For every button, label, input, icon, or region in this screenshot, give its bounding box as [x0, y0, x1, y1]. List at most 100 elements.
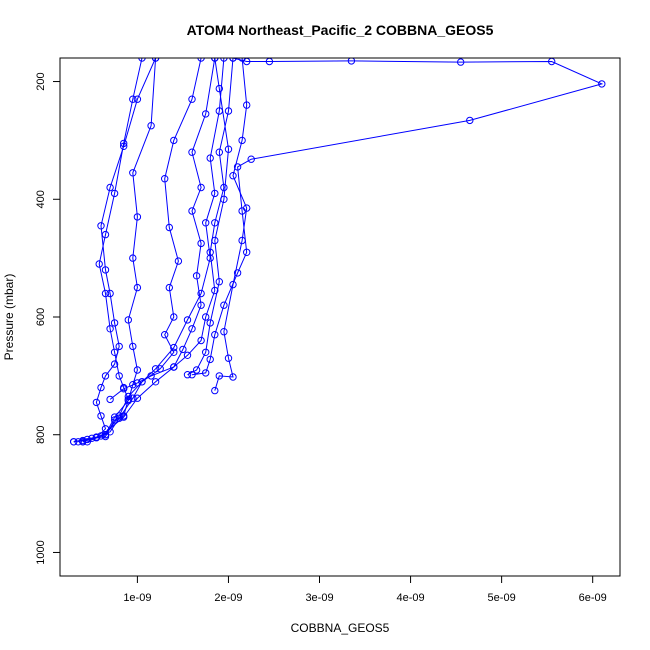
data-point	[97, 432, 105, 440]
data-point	[215, 148, 224, 156]
data-point	[101, 372, 110, 380]
data-point	[161, 331, 169, 339]
profile-series	[74, 58, 146, 446]
data-point	[202, 110, 210, 118]
data-point	[192, 272, 201, 280]
data-point	[110, 319, 119, 327]
data-point	[220, 58, 228, 62]
data-point	[115, 372, 123, 380]
data-point	[147, 372, 155, 380]
data-point	[211, 219, 219, 227]
data-point	[133, 213, 142, 221]
data-point	[183, 316, 192, 324]
data-point	[110, 189, 119, 198]
y-tick-label: 200	[35, 72, 47, 90]
data-point	[229, 172, 237, 180]
data-point	[92, 398, 101, 407]
data-point	[233, 269, 242, 277]
data-point	[238, 236, 246, 245]
data-point	[161, 175, 169, 183]
data-point	[192, 366, 201, 374]
series-line	[73, 58, 202, 443]
data-point	[170, 136, 178, 145]
data-point	[101, 431, 110, 439]
data-point	[95, 260, 103, 268]
data-point	[457, 58, 465, 66]
data-point	[206, 248, 214, 257]
data-point	[220, 301, 228, 309]
profile-series	[79, 58, 228, 446]
data-point	[179, 345, 187, 354]
data-point	[129, 342, 137, 351]
data-point	[115, 342, 123, 351]
data-point	[120, 413, 128, 421]
x-tick-label: 6e-09	[579, 592, 607, 604]
data-point	[151, 58, 160, 62]
data-point	[598, 80, 606, 88]
data-point	[170, 363, 178, 371]
data-point	[229, 58, 237, 62]
data-point	[183, 371, 192, 379]
x-axis: 1e-09 2e-09 3e-09 4e-09 5e-09 6e-09	[123, 575, 607, 604]
series-line	[82, 58, 225, 443]
data-point	[202, 348, 210, 356]
data-point	[170, 343, 178, 352]
series-line	[214, 58, 248, 391]
data-point	[211, 189, 219, 198]
data-point	[106, 289, 114, 298]
data-point	[197, 183, 205, 192]
y-tick-label: 600	[35, 308, 47, 326]
data-point	[151, 365, 160, 373]
data-point	[147, 122, 155, 130]
data-point	[238, 58, 246, 62]
profile-series	[79, 58, 160, 446]
data-point	[133, 366, 142, 374]
data-point	[106, 183, 114, 192]
data-point	[170, 348, 178, 356]
data-point	[165, 283, 174, 292]
data-point	[151, 378, 160, 386]
data-point	[206, 355, 214, 364]
series-line	[78, 58, 143, 443]
data-point	[70, 438, 78, 446]
x-tick-label: 5e-09	[488, 592, 516, 604]
data-point	[197, 239, 205, 248]
profile-series	[83, 58, 219, 446]
data-point	[174, 257, 183, 265]
data-point	[188, 95, 196, 103]
data-point	[129, 95, 137, 103]
data-point	[101, 266, 110, 274]
data-point	[133, 283, 142, 292]
data-point	[138, 58, 146, 62]
series-line	[187, 58, 230, 376]
data-point	[202, 369, 210, 377]
y-axis: 200 400 600 800 1000	[35, 72, 61, 565]
series-line	[87, 58, 216, 443]
data-point	[101, 230, 110, 239]
series-layer	[70, 58, 606, 446]
data-point	[197, 336, 205, 345]
data-point	[97, 222, 105, 230]
y-tick-label: 400	[35, 190, 47, 208]
data-point	[347, 58, 356, 65]
x-tick-label: 3e-09	[305, 592, 333, 604]
data-point	[238, 136, 246, 145]
profile-series	[106, 58, 237, 404]
data-point	[197, 58, 205, 62]
data-point	[133, 95, 142, 103]
data-point	[170, 313, 178, 321]
data-point	[211, 386, 219, 395]
data-point	[206, 154, 214, 162]
profile-series	[188, 58, 606, 379]
data-point	[124, 316, 133, 324]
data-point	[115, 412, 123, 420]
data-point	[211, 286, 219, 295]
profile-series	[211, 58, 251, 395]
data-point	[188, 207, 196, 215]
data-point	[220, 195, 228, 204]
profile-series	[70, 58, 160, 446]
x-axis-label: COBBNA_GEOS5	[291, 621, 390, 635]
data-point	[206, 319, 214, 327]
data-point	[133, 394, 142, 402]
